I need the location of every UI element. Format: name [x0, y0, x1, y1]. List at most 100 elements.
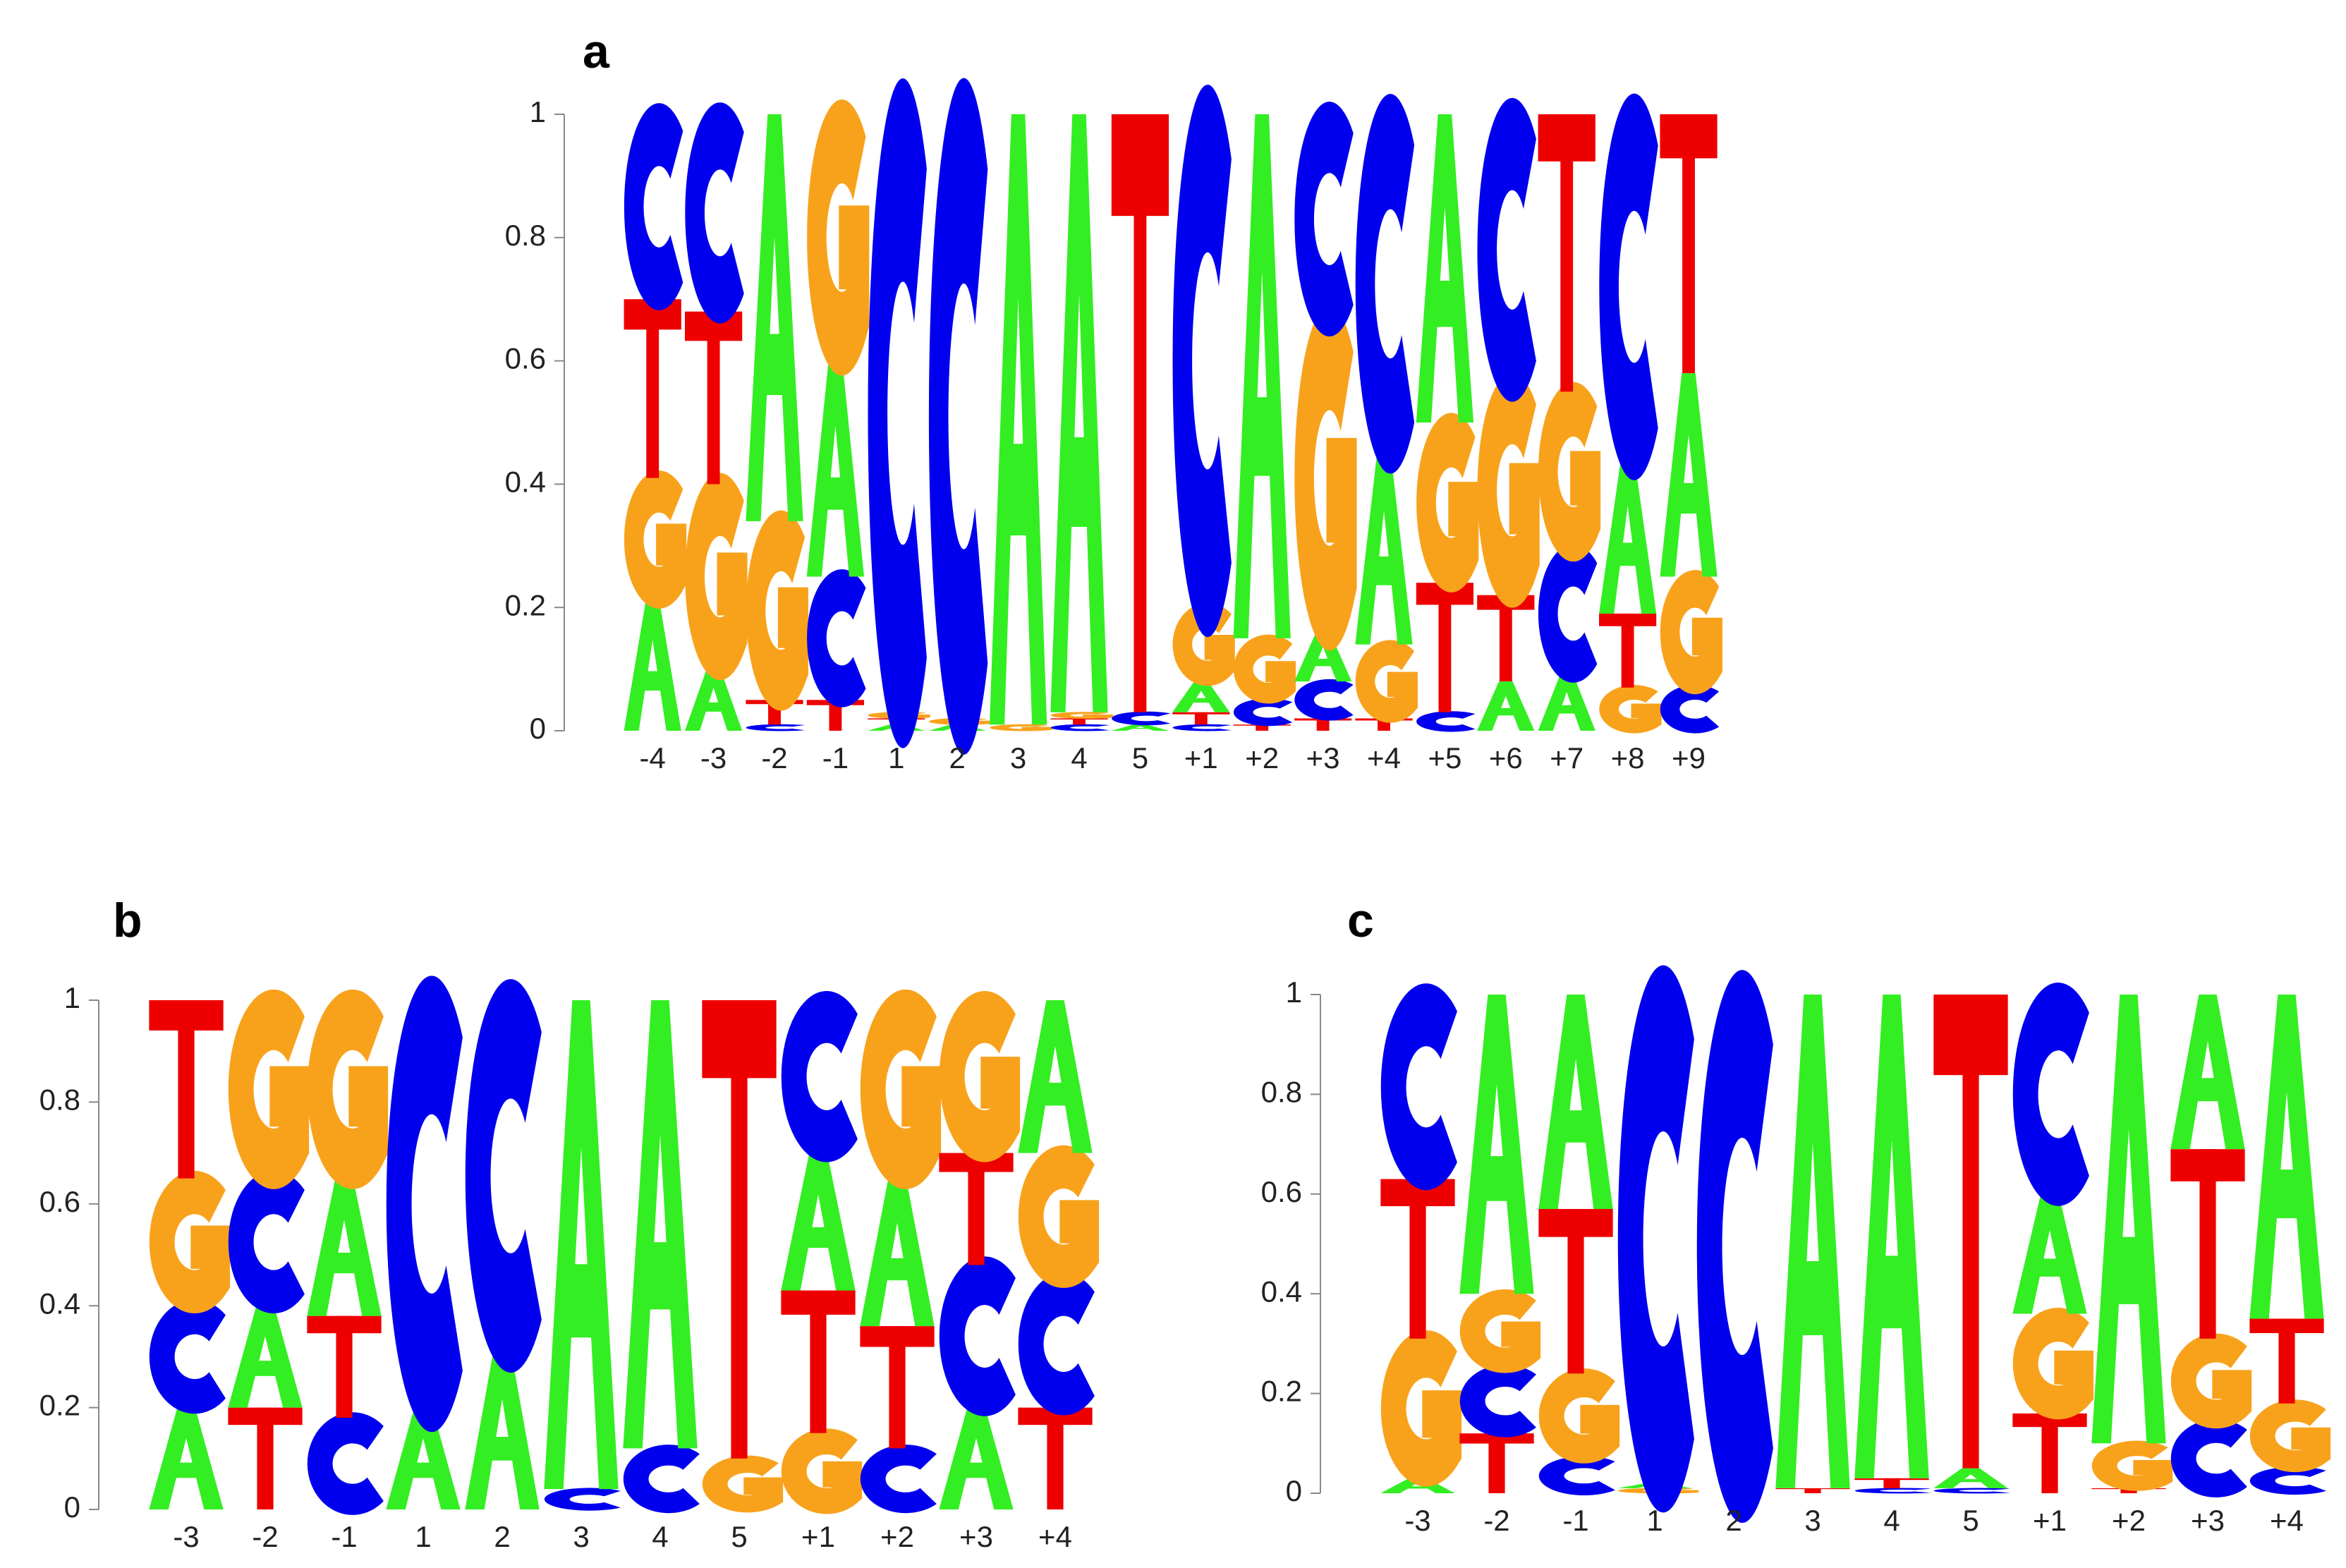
- logo-letter-a: [307, 1178, 382, 1316]
- logo-letter-g: [1538, 382, 1601, 562]
- logo-letter-t: [1538, 114, 1596, 392]
- logo-letter-a: [2249, 995, 2324, 1319]
- logo-letter-a: [939, 1407, 1014, 1509]
- logo-letter-t: [1933, 995, 2008, 1469]
- logo-letter-g: [702, 1455, 784, 1513]
- x-tick-label: 4: [1883, 1504, 1900, 1537]
- x-tick-label: 4: [652, 1520, 668, 1553]
- logo-letter-a: [1380, 1478, 1455, 1493]
- y-tick-label: 0.4: [505, 465, 546, 498]
- logo-letter-a: [860, 1178, 935, 1327]
- logo-letter-a: [623, 1000, 698, 1449]
- logo-letter-c: [928, 78, 988, 755]
- x-tick-label: 3: [573, 1520, 589, 1553]
- y-tick-label: 0.4: [39, 1287, 80, 1320]
- logo-letter-t: [1775, 1488, 1850, 1493]
- logo-letter-a: [1050, 114, 1108, 712]
- logo-letter-t: [2170, 1149, 2245, 1339]
- logo-letter-c: [1172, 85, 1232, 637]
- x-tick-label: -3: [1404, 1504, 1430, 1537]
- logo-letter-c: [1696, 970, 1773, 1523]
- logo-letter-t: [149, 1000, 224, 1179]
- logo-letter-c: [1294, 679, 1354, 721]
- logo-letter-g: [685, 473, 748, 681]
- y-tick-label: 0.6: [39, 1185, 80, 1218]
- logo-letter-t: [1459, 1433, 1534, 1493]
- x-tick-label: -1: [1562, 1504, 1588, 1537]
- logo-letter-t: [684, 311, 743, 485]
- logo-panel-c: c 0 0.2 0.4 0.6 0.8 1 -3 -2 -1 1 2 3 4 5 +1 +2 +3 +4: [1261, 894, 2331, 1537]
- panel-label: b: [113, 894, 142, 947]
- x-tick-label: +4: [2270, 1504, 2304, 1537]
- y-tick-label: 1: [530, 95, 546, 128]
- x-tick-label: 5: [1962, 1504, 1979, 1537]
- logo-letter-t: [228, 1407, 303, 1509]
- logo-letter-g: [149, 1170, 231, 1313]
- logo-letter-g: [781, 1428, 863, 1514]
- logo-letter-c: [1599, 93, 1658, 480]
- logo-letter-t: [1050, 718, 1108, 725]
- y-tick-label: 0.2: [39, 1389, 80, 1422]
- logo-letter-t: [939, 1153, 1014, 1265]
- logo-letter-c: [1660, 685, 1720, 734]
- x-tick-label: +1: [2033, 1504, 2067, 1537]
- logo-letter-t: [1477, 595, 1535, 682]
- y-tick-label: 0: [530, 712, 546, 745]
- y-tick-label: 0.8: [1261, 1075, 1302, 1108]
- logo-panel-b: b 0 0.2 0.4 0.6 0.8 1 -3 -2 -1 1 2 3 4 5 +1 +2 +3 +4: [39, 894, 1100, 1553]
- x-tick-label: 3: [1010, 741, 1026, 774]
- y-tick-label: 0.6: [1261, 1175, 1302, 1208]
- logo-letter-c: [1050, 724, 1110, 731]
- logo-letter-a: [149, 1407, 224, 1509]
- logo-letter-a: [1598, 459, 1657, 614]
- logo-letter-a: [1172, 681, 1230, 712]
- logo-letter-a: [624, 601, 681, 731]
- logo-letter-g: [860, 989, 942, 1189]
- logo-letter-c: [1416, 711, 1476, 732]
- logo-letter-c: [1538, 545, 1598, 683]
- logo-letter-c: [386, 976, 463, 1433]
- panel-label: c: [1347, 894, 1374, 947]
- logo-letter-g: [1294, 305, 1357, 651]
- logo-letter-g: [990, 724, 1052, 731]
- x-tick-label: 5: [731, 1520, 747, 1553]
- logo-letter-t: [624, 299, 681, 478]
- logo-letter-g: [1599, 685, 1662, 734]
- logo-letter-a: [386, 1407, 461, 1509]
- logo-letter-c: [465, 979, 542, 1373]
- logo-letter-c: [1018, 1272, 1095, 1416]
- logo-letter-c: [2170, 1419, 2247, 1497]
- logo-letter-c: [781, 991, 858, 1162]
- y-tick-label: 0.6: [505, 342, 546, 375]
- logo-panel-a: a 0 0.2 0.4 0.6 0.8 1 -4 -3 -2 -1 1 2 3 4 5 +1 +2 +3 +4 +5 +6…: [505, 25, 1722, 774]
- logo-letter-t: [1172, 712, 1230, 725]
- logo-letter-c: [1294, 102, 1354, 336]
- x-tick-label: +3: [2191, 1504, 2225, 1537]
- logo-letter-a: [1233, 114, 1291, 638]
- logo-letter-a: [1459, 995, 1534, 1294]
- logo-letter-t: [1018, 1407, 1093, 1509]
- panel-label: a: [583, 25, 610, 78]
- logo-letter-c: [1172, 724, 1232, 731]
- logo-letter-a: [1933, 1468, 2008, 1488]
- logo-letter-t: [1660, 114, 1718, 374]
- x-tick-label: +3: [959, 1520, 993, 1553]
- logo-letter-t: [860, 1326, 935, 1449]
- x-tick-label: 1: [1646, 1504, 1663, 1537]
- x-tick-label: -3: [173, 1520, 199, 1553]
- logo-letter-c: [860, 1445, 937, 1514]
- y-tick-label: 0: [1286, 1474, 1302, 1507]
- logo-letter-a: [544, 1000, 619, 1490]
- logo-letter-t: [702, 1000, 777, 1459]
- y-tick-label: 0.4: [1261, 1275, 1302, 1308]
- logo-letter-c: [939, 1256, 1016, 1416]
- logo-letter-t: [1416, 583, 1474, 712]
- x-tick-label: -1: [331, 1520, 357, 1553]
- x-tick-label: +2: [2112, 1504, 2146, 1537]
- logo-letter-a: [1111, 724, 1169, 731]
- y-tick-label: 0.2: [1261, 1375, 1302, 1408]
- logo-letter-c: [307, 1412, 384, 1515]
- logo-letter-a: [1775, 995, 1850, 1488]
- x-tick-label: 2: [949, 741, 966, 774]
